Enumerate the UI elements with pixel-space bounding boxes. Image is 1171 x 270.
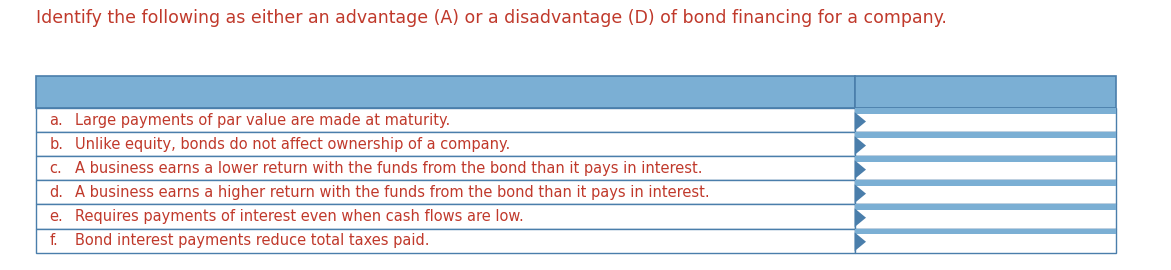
Bar — [855, 180, 1116, 204]
Bar — [855, 180, 1116, 186]
Bar — [35, 76, 855, 108]
Bar — [855, 108, 1116, 114]
Bar — [35, 180, 855, 204]
Polygon shape — [855, 232, 867, 251]
Text: a.: a. — [49, 113, 63, 128]
Text: Bond interest payments reduce total taxes paid.: Bond interest payments reduce total taxe… — [75, 233, 430, 248]
Polygon shape — [855, 184, 867, 203]
Bar — [855, 132, 1116, 156]
Bar — [855, 228, 1116, 234]
Text: Identify the following as either an advantage (A) or a disadvantage (D) of bond : Identify the following as either an adva… — [35, 9, 946, 28]
Bar — [855, 156, 1116, 180]
Bar — [855, 204, 1116, 228]
Polygon shape — [855, 136, 867, 155]
Text: Large payments of par value are made at maturity.: Large payments of par value are made at … — [75, 113, 451, 128]
Bar — [35, 204, 855, 228]
Text: d.: d. — [49, 185, 63, 200]
Text: A business earns a higher return with the funds from the bond than it pays in in: A business earns a higher return with th… — [75, 185, 710, 200]
Text: b.: b. — [49, 137, 63, 152]
Bar — [855, 108, 1116, 132]
Bar — [35, 156, 855, 180]
Text: e.: e. — [49, 209, 63, 224]
Bar — [35, 132, 855, 156]
Text: A business earns a lower return with the funds from the bond than it pays in int: A business earns a lower return with the… — [75, 161, 703, 176]
Bar — [855, 132, 1116, 138]
Text: Requires payments of interest even when cash flows are low.: Requires payments of interest even when … — [75, 209, 525, 224]
Polygon shape — [855, 112, 867, 131]
Text: c.: c. — [49, 161, 62, 176]
Bar — [855, 156, 1116, 162]
Bar — [35, 108, 855, 132]
Polygon shape — [855, 208, 867, 227]
Bar — [855, 76, 1116, 108]
Bar — [855, 204, 1116, 210]
Bar — [35, 228, 855, 252]
Polygon shape — [855, 160, 867, 179]
Text: f.: f. — [49, 233, 57, 248]
Text: Unlike equity, bonds do not affect ownership of a company.: Unlike equity, bonds do not affect owner… — [75, 137, 511, 152]
Bar — [855, 228, 1116, 252]
